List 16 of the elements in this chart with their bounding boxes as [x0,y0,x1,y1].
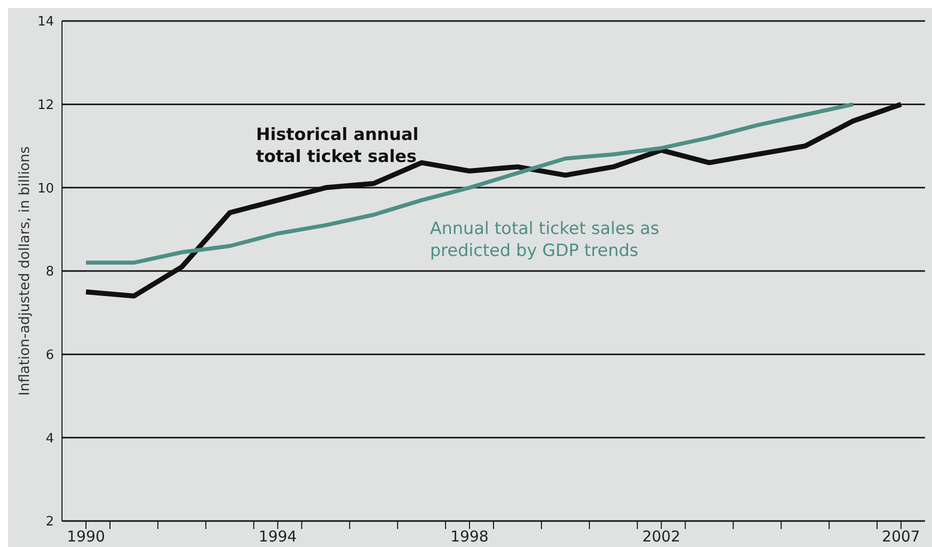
x-tick-label: 2007 [882,528,920,546]
y-tick-label: 4 [46,431,54,446]
y-tick-label: 14 [37,14,54,30]
y-tick-label: 10 [37,181,54,196]
x-tick-label: 1994 [258,528,297,546]
x-tick-label: 1990 [66,528,106,546]
y-tick-label: 6 [46,348,54,363]
series-label: Historical annual total ticket sales [256,124,420,168]
y-tick-label: 12 [37,98,54,113]
x-tick-label: 2002 [642,528,680,546]
x-tick-label: 1998 [450,528,489,546]
line-series [84,102,856,265]
y-axis-title: Inflation-adjusted dollars, in billions [16,146,33,396]
y-tick-label: 2 [46,514,54,530]
series-label: Annual total ticket sales as predicted by GDP trends [430,218,660,262]
y-tick-label: 8 [46,264,54,280]
